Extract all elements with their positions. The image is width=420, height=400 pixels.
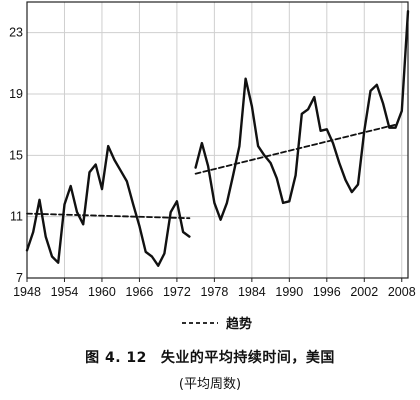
series: [25, 9, 410, 267]
x-tick-label: 2002: [350, 285, 378, 299]
trend-line-segment: [194, 123, 397, 175]
axes: [26, 1, 409, 282]
x-tick-label: 1948: [13, 285, 41, 299]
duration-line-segment: [25, 144, 191, 267]
legend-trend-label: 趋势: [226, 316, 252, 332]
plot-frame: [26, 1, 409, 279]
legend: 趋势: [182, 316, 252, 332]
x-tick-label: 1984: [238, 285, 266, 299]
y-tick-label: 11: [10, 210, 23, 224]
x-tick-label: 1996: [313, 285, 341, 299]
y-tick-label: 7: [16, 271, 23, 285]
x-tick-label: 1954: [51, 285, 79, 299]
duration-line-segment: [194, 9, 410, 221]
chart-subtitle: (平均周数): [178, 377, 242, 392]
figure-number: 图 4. 12: [85, 350, 147, 366]
y-tick-label: 19: [9, 87, 23, 101]
chart-title: 失业的平均持续时间，美国: [160, 350, 335, 366]
x-tick-label: 1990: [275, 285, 303, 299]
figure-caption: 图 4. 12 失业的平均持续时间，美国: [0, 347, 420, 367]
x-tick-label: 1972: [163, 285, 191, 299]
x-tick-label: 1960: [88, 285, 116, 299]
grid: [26, 2, 408, 279]
tick-labels: 1948 1954 1960 1966 1972 1978 1984 1990 1996 2002…: [9, 26, 416, 299]
x-tick-label: 1966: [126, 285, 154, 299]
y-tick-label: 15: [9, 148, 23, 162]
x-tick-label: 2008: [388, 285, 416, 299]
trend-line-segment: [26, 212, 191, 220]
y-tick-label: 23: [9, 26, 23, 40]
x-tick-label: 1978: [200, 285, 228, 299]
